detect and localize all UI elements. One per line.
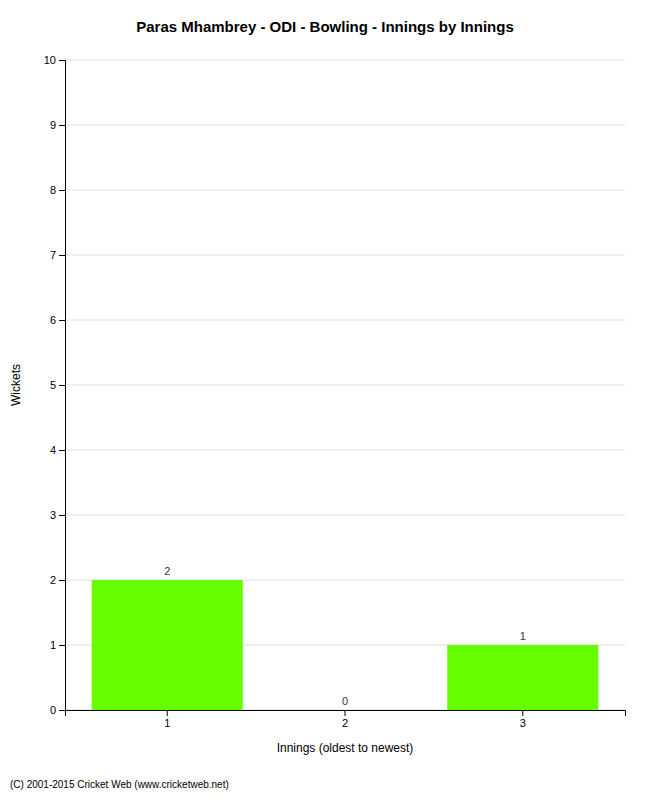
y-tick: 2 — [50, 574, 65, 586]
y-tick-label: 9 — [50, 119, 56, 131]
x-tick-label: 2 — [342, 717, 348, 729]
y-tick: 4 — [50, 444, 65, 456]
y-tick-label: 3 — [50, 509, 56, 521]
y-tick: 8 — [50, 184, 65, 196]
y-tick-mark — [59, 580, 65, 581]
y-tick: 7 — [50, 249, 65, 261]
x-tick-mark — [167, 710, 168, 716]
x-tick-mark — [522, 710, 523, 716]
grid-line — [65, 255, 625, 256]
y-tick: 6 — [50, 314, 65, 326]
grid-line — [65, 190, 625, 191]
x-tick: 3 — [520, 710, 526, 729]
x-tick-label: 1 — [164, 717, 170, 729]
chart-svg: 0 1 2 3 4 5 6 7 8 9 10 1 2 3 2 0 1 Paras Mhambrey - ODI -… — [0, 0, 650, 800]
y-tick-mark — [59, 385, 65, 386]
x-tick-mark — [345, 710, 346, 716]
y-axis: 0 1 2 3 4 5 6 7 8 9 10 — [44, 54, 66, 716]
data-label: 2 — [164, 565, 170, 577]
chart-container: 0 1 2 3 4 5 6 7 8 9 10 1 2 3 2 0 1 Paras Mhambrey - ODI -… — [0, 0, 650, 800]
y-tick-mark — [59, 645, 65, 646]
x-tick: 2 — [342, 710, 348, 729]
y-tick: 9 — [50, 119, 65, 131]
grid-line — [65, 515, 625, 516]
data-label: 1 — [520, 630, 526, 642]
data-label: 0 — [342, 695, 348, 707]
y-tick-label: 4 — [50, 444, 56, 456]
x-axis: 1 2 3 — [66, 710, 626, 729]
x-tick: 1 — [164, 710, 170, 729]
y-axis-label: Wickets — [9, 364, 23, 406]
y-tick-mark — [59, 60, 65, 61]
y-tick-mark — [59, 255, 65, 256]
x-axis-label: Innings (oldest to newest) — [277, 741, 414, 755]
y-tick: 1 — [50, 639, 65, 651]
y-axis-line — [59, 61, 66, 711]
y-tick-label: 5 — [50, 379, 56, 391]
y-tick-label: 10 — [44, 54, 56, 66]
grid-line — [65, 385, 625, 386]
y-tick-mark — [59, 450, 65, 451]
bar — [92, 580, 243, 710]
grid-line — [65, 320, 625, 321]
bars — [92, 580, 599, 710]
y-tick: 3 — [50, 509, 65, 521]
y-tick-label: 2 — [50, 574, 56, 586]
bar — [269, 710, 420, 711]
grid-line — [65, 450, 625, 451]
x-axis-line — [66, 711, 626, 717]
y-tick: 10 — [44, 54, 65, 66]
y-tick-mark — [59, 125, 65, 126]
x-tick-label: 3 — [520, 717, 526, 729]
footer: (C) 2001-2015 Cricket Web (www.cricketwe… — [10, 779, 229, 790]
y-tick-label: 8 — [50, 184, 56, 196]
y-tick-mark — [59, 320, 65, 321]
y-tick-label: 6 — [50, 314, 56, 326]
y-tick-label: 0 — [50, 704, 56, 716]
y-tick: 0 — [50, 704, 65, 716]
y-tick-mark — [59, 710, 65, 711]
y-tick: 5 — [50, 379, 65, 391]
grid-line — [65, 125, 625, 126]
grid — [65, 60, 625, 710]
title: Paras Mhambrey - ODI - Bowling - Innings… — [136, 18, 514, 35]
bar — [447, 645, 598, 710]
y-tick-mark — [59, 190, 65, 191]
y-tick-mark — [59, 515, 65, 516]
plot-area: 0 1 2 3 4 5 6 7 8 9 10 1 2 3 2 0 1 — [44, 54, 626, 729]
grid-line — [65, 60, 625, 61]
y-tick-label: 7 — [50, 249, 56, 261]
data-labels: 2 0 1 — [164, 565, 526, 707]
y-tick-label: 1 — [50, 639, 56, 651]
